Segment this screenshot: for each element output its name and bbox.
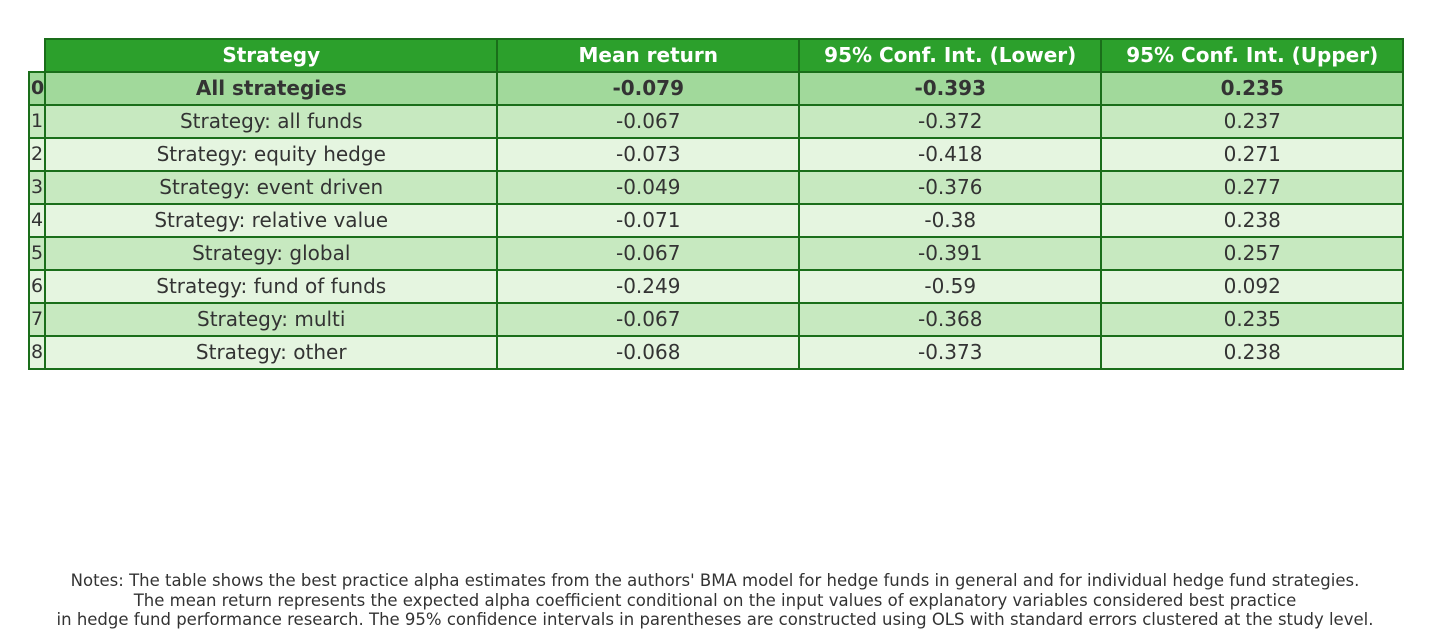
results-table: Strategy Mean return 95% Conf. Int. (Low… (27, 38, 1405, 370)
cell-strategy: All strategies (44, 71, 499, 106)
row-index: 3 (27, 170, 47, 205)
table-row: 5 Strategy: global -0.067 -0.391 0.257 (27, 236, 1405, 271)
row-index: 7 (27, 302, 47, 337)
cell-strategy: Strategy: other (44, 335, 499, 370)
cell-ci-upper: 0.235 (1100, 71, 1405, 106)
cell-ci-lower: -0.418 (798, 137, 1103, 172)
cell-ci-upper: 0.238 (1100, 335, 1405, 370)
cell-ci-upper: 0.271 (1100, 137, 1405, 172)
header-row: Strategy Mean return 95% Conf. Int. (Low… (29, 38, 1405, 73)
table-row: 8 Strategy: other -0.068 -0.373 0.238 (27, 335, 1405, 370)
table-row: 7 Strategy: multi -0.067 -0.368 0.235 (27, 302, 1405, 337)
cell-ci-upper: 0.237 (1100, 104, 1405, 139)
notes-line: Notes: The table shows the best practice… (70, 571, 1360, 590)
cell-ci-lower: -0.376 (798, 170, 1103, 205)
cell-ci-lower: -0.59 (798, 269, 1103, 304)
header-ci-upper: 95% Conf. Int. (Upper) (1100, 38, 1405, 73)
header-ci-lower: 95% Conf. Int. (Lower) (798, 38, 1103, 73)
header-mean-return: Mean return (496, 38, 801, 73)
cell-mean-return: -0.068 (496, 335, 801, 370)
row-index: 5 (27, 236, 47, 271)
cell-mean-return: -0.071 (496, 203, 801, 238)
cell-strategy: Strategy: multi (44, 302, 499, 337)
cell-ci-lower: -0.372 (798, 104, 1103, 139)
cell-ci-upper: 0.277 (1100, 170, 1405, 205)
cell-ci-lower: -0.391 (798, 236, 1103, 271)
table-row: 2 Strategy: equity hedge -0.073 -0.418 0.271 (27, 137, 1405, 172)
cell-mean-return: -0.067 (496, 302, 801, 337)
notes-line: The mean return represents the expected … (133, 590, 1297, 610)
cell-ci-upper: 0.235 (1100, 302, 1405, 337)
cell-mean-return: -0.079 (496, 71, 801, 106)
header-strategy: Strategy (44, 38, 499, 73)
notes-line: in hedge fund performance research. The … (56, 610, 1374, 629)
cell-ci-upper: 0.257 (1100, 236, 1405, 271)
cell-mean-return: -0.049 (496, 170, 801, 205)
cell-mean-return: -0.067 (496, 236, 801, 271)
table-row: 6 Strategy: fund of funds -0.249 -0.59 0.092 (27, 269, 1405, 304)
row-index: 8 (27, 335, 47, 370)
row-index: 4 (27, 203, 47, 238)
cell-strategy: Strategy: equity hedge (44, 137, 499, 172)
cell-mean-return: -0.249 (496, 269, 801, 304)
table-notes: Notes: The table shows the best practice… (0, 571, 1430, 630)
row-index: 2 (27, 137, 47, 172)
cell-strategy: Strategy: event driven (44, 170, 499, 205)
cell-strategy: Strategy: global (44, 236, 499, 271)
cell-strategy: Strategy: relative value (44, 203, 499, 238)
cell-ci-lower: -0.38 (798, 203, 1103, 238)
cell-ci-lower: -0.373 (798, 335, 1103, 370)
cell-strategy: Strategy: fund of funds (44, 269, 499, 304)
cell-strategy: Strategy: all funds (44, 104, 499, 139)
table-row: 1 Strategy: all funds -0.067 -0.372 0.237 (27, 104, 1405, 139)
cell-ci-lower: -0.393 (798, 71, 1103, 106)
table-row: 3 Strategy: event driven -0.049 -0.376 0.277 (27, 170, 1405, 205)
cell-ci-upper: 0.092 (1100, 269, 1405, 304)
table-row: 0 All strategies -0.079 -0.393 0.235 (27, 71, 1405, 106)
table-body: 0 All strategies -0.079 -0.393 0.235 1 Strateg… (27, 71, 1405, 370)
cell-mean-return: -0.067 (496, 104, 801, 139)
cell-ci-upper: 0.238 (1100, 203, 1405, 238)
cell-mean-return: -0.073 (496, 137, 801, 172)
row-index: 6 (27, 269, 47, 304)
index-header (29, 39, 47, 73)
row-index: 1 (27, 104, 47, 139)
row-index: 0 (27, 71, 47, 106)
cell-ci-lower: -0.368 (798, 302, 1103, 337)
table-row: 4 Strategy: relative value -0.071 -0.38 0.23… (27, 203, 1405, 238)
